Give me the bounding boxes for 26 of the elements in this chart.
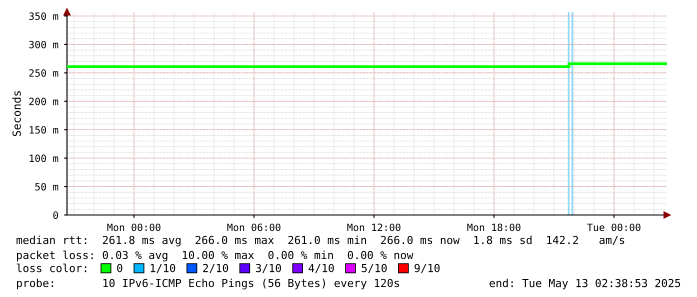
- y-axis-title: Seconds: [12, 91, 21, 136]
- x-tick-label: Mon 06:00: [227, 224, 280, 232]
- legend-label: 1/10: [150, 264, 176, 274]
- text: packet loss: 0.03 % avg 10.00 % max 0.00 % min 0.00 % now: [17, 250, 414, 262]
- text: probe: 10 IPv6-ICMP Echo Pings (56 Bytes) every 120s: [17, 278, 400, 290]
- x-tick-label: Mon 12:00: [347, 224, 400, 232]
- legend-label: 3/10: [256, 264, 281, 274]
- legend-title: loss color:: [16, 264, 86, 272]
- legend-label: 0: [117, 264, 122, 272]
- y-tick-label: 200 m: [29, 98, 58, 106]
- legend-label: 2/10: [203, 264, 228, 274]
- legend-label: 5/10: [362, 264, 387, 274]
- y-tick-label: 300 m: [29, 40, 58, 48]
- text: median rtt: 261.8 ms avg 266.0 ms max 261.0 ms min 266.0 ms now 1.8 ms sd 142.2 am/s: [16, 236, 624, 246]
- legend-label: 4/10: [308, 264, 334, 274]
- x-tick-label: Tue 00:00: [587, 224, 640, 232]
- y-tick-label: 0: [53, 211, 58, 219]
- x-tick-label: Mon 00:00: [107, 224, 160, 232]
- y-tick-label: 250 m: [29, 69, 58, 77]
- legend-label: 9/10: [414, 264, 440, 274]
- x-tick-label: Mon 18:00: [467, 224, 520, 232]
- y-tick-label: 50 m: [35, 182, 58, 191]
- y-tick-label: 350 m: [29, 12, 58, 20]
- y-tick-label: 100 m: [30, 154, 58, 162]
- y-tick-label: 150 m: [30, 126, 58, 134]
- text: end: Tue May 13 02:38:53 2025: [490, 278, 680, 290]
